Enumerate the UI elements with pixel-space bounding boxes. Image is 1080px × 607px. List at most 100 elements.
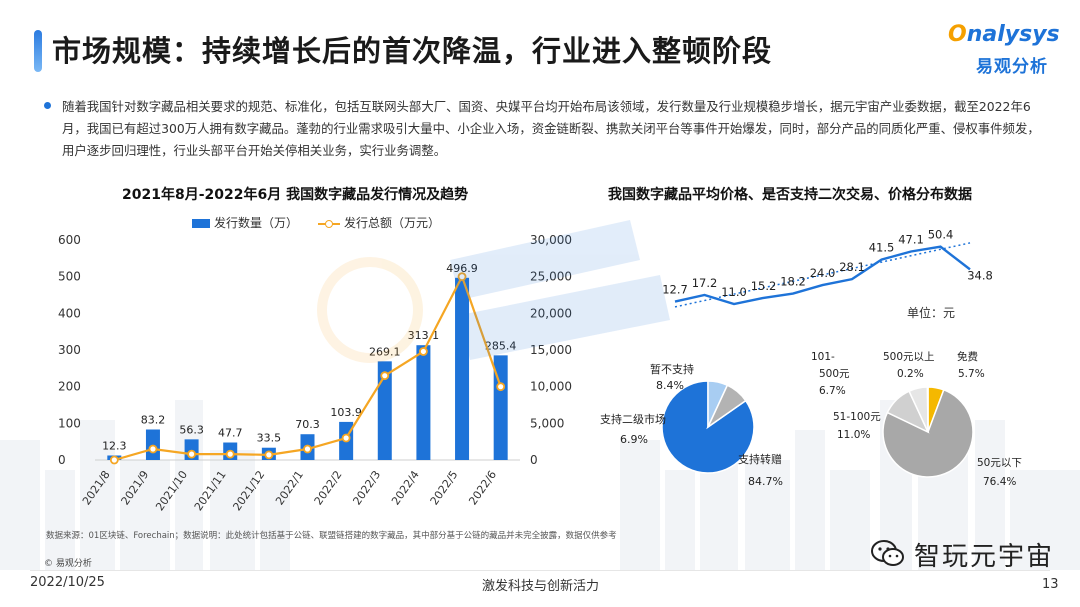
- legend-line: 发行总额（万元）: [318, 214, 440, 231]
- price-label: 18.2: [780, 275, 806, 289]
- left-axis-tick: 400: [58, 306, 81, 320]
- x-tick-label: 2022/6: [466, 468, 499, 507]
- analysys-logo: Onalysys 易观分析: [948, 22, 1060, 82]
- logo-cn: 易观分析: [976, 57, 1048, 77]
- legend-bar-swatch: [192, 219, 210, 228]
- title-accent-bar: [34, 30, 42, 72]
- bar: [416, 345, 431, 460]
- slice-name: 暂不支持: [650, 362, 694, 376]
- price-label: 12.7: [662, 283, 688, 297]
- line-point: [419, 347, 428, 356]
- footer-slogan: 激发科技与创新活力: [482, 579, 600, 594]
- bar-label: 47.7: [218, 427, 243, 440]
- avg-price-line: [674, 245, 971, 306]
- bar-label: 12.3: [102, 439, 127, 452]
- slice-value: 0.2%: [897, 368, 924, 380]
- slice-value: 76.4%: [983, 476, 1016, 488]
- x-tick-label: 2021/8: [80, 468, 113, 507]
- line-point: [225, 449, 235, 459]
- line-point: [148, 444, 158, 454]
- right-axis-tick: 30,000: [530, 233, 572, 247]
- slice-value: 6.7%: [819, 385, 846, 397]
- x-tick-label: 2021/11: [192, 468, 229, 513]
- x-tick-label: 2022/2: [312, 468, 345, 507]
- bar-label: 496.9: [446, 262, 478, 275]
- left-axis-tick: 300: [58, 343, 81, 357]
- price-distribution-pie: 101- 500元 6.7% 500元以上 0.2% 免费 5.7% 51-100元 11.0%…: [811, 350, 1022, 488]
- left-axis-tick: 200: [58, 380, 81, 394]
- line-point: [341, 433, 351, 443]
- slice-value: 5.7%: [958, 368, 985, 380]
- bar: [493, 355, 508, 460]
- bar-label: 313.1: [408, 329, 440, 342]
- bar: [377, 361, 392, 460]
- page-number: 13: [1042, 577, 1059, 592]
- footer-divider: [30, 570, 1050, 571]
- wechat-account: 智玩元宇宙: [870, 536, 1054, 572]
- price-slice: [882, 388, 974, 478]
- left-axis-tick: 0: [58, 453, 66, 467]
- bar-label: 70.3: [295, 418, 320, 431]
- wechat-account-name: 智玩元宇宙: [914, 541, 1055, 572]
- slice-name: 500元: [819, 368, 850, 380]
- footer-date: 2022/10/25: [30, 575, 105, 590]
- line-point: [457, 272, 467, 282]
- left-axis-tick: 500: [58, 270, 81, 284]
- left-axis-tick: 100: [58, 416, 81, 430]
- slice-name: 支持二级市场: [600, 412, 666, 426]
- slice-name: 500元以上: [883, 351, 935, 363]
- x-tick-label: 2021/10: [153, 468, 190, 513]
- price-label: 11.0: [721, 285, 747, 299]
- price-unit-label: 单位：元: [907, 306, 956, 320]
- price-label: 28.1: [839, 260, 865, 274]
- x-tick-label: 2021/9: [119, 468, 152, 507]
- x-tick-label: 2022/4: [389, 468, 422, 507]
- line-point: [380, 371, 390, 381]
- page-title: 市场规模：持续增长后的首次降温，行业进入整顿阶段: [52, 34, 773, 68]
- left-combo-chart: 0 100 200 300 400 500 600 0 5,000 10,000 15,000 20,…: [58, 233, 572, 513]
- data-source-note: 数据来源：01区块链、Forechain；数据说明：此处统计包括基于公链、联盟链…: [46, 531, 617, 541]
- bar-label: 103.9: [330, 406, 362, 419]
- price-label: 15.2: [751, 279, 777, 293]
- line-point: [109, 455, 119, 465]
- right-axis-tick: 5,000: [530, 416, 564, 430]
- price-label: 41.5: [869, 241, 895, 255]
- secondary-trade-pie: 暂不支持 8.4% 支持二级市场 6.9% 支持转赠 84.7%: [600, 362, 783, 488]
- copyright: © 易观分析: [44, 559, 92, 569]
- bar-label: 33.5: [257, 432, 282, 445]
- legend-bar: 发行数量（万）: [192, 214, 298, 231]
- right-chart-title: 我国数字藏品平均价格、是否支持二次交易、价格分布数据: [608, 187, 972, 203]
- legend-line-label: 发行总额（万元）: [344, 216, 441, 230]
- bar: [455, 277, 470, 460]
- legend-bar-label: 发行数量（万）: [214, 216, 299, 230]
- slice-name: 101-: [811, 351, 835, 363]
- bar-label: 56.3: [179, 423, 204, 436]
- x-tick-label: 2022/5: [428, 468, 461, 507]
- right-axis-tick: 0: [530, 453, 538, 467]
- trend-line: [674, 242, 971, 308]
- bullet-dot-icon: [44, 102, 51, 109]
- left-chart-title: 2021年8月-2022年6月 我国数字藏品发行情况及趋势: [122, 187, 469, 203]
- bar-label: 83.2: [141, 413, 166, 426]
- line-point: [303, 444, 312, 454]
- slice-value: 84.7%: [748, 475, 783, 488]
- total-amount-line: [114, 273, 502, 462]
- avg-price-line-chart: 12.7 17.211.0 15.2 18.2 24.0 28.1 41.547.1 50.4…: [662, 228, 993, 308]
- price-label: 47.1: [898, 232, 924, 246]
- price-slice: [926, 386, 929, 433]
- legend-line-swatch: [318, 219, 340, 229]
- right-axis-tick: 15,000: [530, 343, 572, 357]
- wechat-icon: [871, 540, 904, 566]
- slice-value: 6.9%: [620, 433, 648, 446]
- line-point: [187, 449, 196, 459]
- trade-slice: [706, 384, 747, 430]
- slice-name: 51-100元: [833, 411, 881, 423]
- price-label: 17.2: [692, 276, 718, 290]
- line-point: [264, 450, 274, 460]
- x-tick-label: 2022/1: [273, 468, 306, 507]
- right-axis-tick: 10,000: [530, 380, 572, 394]
- line-point: [496, 382, 506, 392]
- logo-en-o: O: [948, 22, 967, 47]
- right-axis-tick: 20,000: [530, 306, 572, 320]
